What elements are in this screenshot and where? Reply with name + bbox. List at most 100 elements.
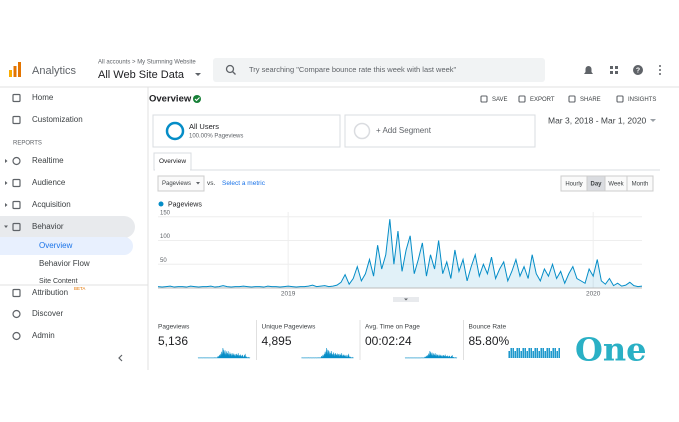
action-button[interactable]: INSIGHTS: [628, 97, 656, 103]
segment-detail: 100.00% Pageviews: [189, 134, 243, 140]
sparkline-bar: [554, 348, 556, 358]
dropdown-arrow: [196, 182, 200, 185]
nav-subitem[interactable]: Overview: [39, 241, 73, 250]
sparkline-bar: [534, 348, 536, 358]
nav-active-item: [0, 237, 133, 255]
add-segment[interactable]: + Add Segment: [376, 126, 432, 135]
actions: SAVE EXPORT SHARE INSIGHTS: [480, 95, 656, 103]
legend-label: Pageviews: [168, 201, 202, 208]
nav-icon: [12, 178, 21, 188]
nav-item[interactable]: Admin: [32, 331, 55, 340]
dropdown-arrow: [650, 119, 656, 122]
expand-arrow[interactable]: [4, 225, 8, 229]
sparkline-bar: [538, 351, 540, 358]
nav-subitem[interactable]: Site Content: [39, 278, 78, 285]
chart: Pageviews 50 100 150 2019 2020: [157, 201, 643, 302]
granularity-buttons: Hourly Day Week Month: [560, 175, 654, 192]
sparkline-bar: [532, 351, 534, 358]
expand-arrow[interactable]: [5, 181, 8, 185]
status-check: [193, 95, 201, 103]
segment-card[interactable]: [152, 114, 341, 148]
metric-value: 4,895: [262, 334, 292, 348]
sparkline-bar: [528, 348, 530, 358]
watermark: One: [575, 331, 647, 369]
sparkline-bar: [510, 348, 512, 358]
help-icon-glyph: ?: [636, 67, 640, 74]
sparkline-bar: [542, 348, 544, 358]
metric-dropdown-label: Pageviews: [162, 181, 191, 187]
nav-item[interactable]: Home: [32, 93, 54, 102]
nav-icon: [12, 222, 21, 232]
nav-icon: [12, 200, 21, 210]
nav-item[interactable]: Realtime: [32, 156, 64, 165]
sparkline: [301, 347, 354, 359]
breadcrumb[interactable]: All accounts > My Sturnning Website: [98, 60, 196, 66]
granularity-label: Day: [590, 182, 602, 188]
search-icon: [225, 64, 235, 74]
action-icon: [480, 95, 488, 103]
more-icon[interactable]: [659, 65, 661, 75]
expand-arrow[interactable]: [5, 203, 8, 207]
help-icon[interactable]: [633, 65, 643, 75]
add-segment-card[interactable]: [344, 114, 536, 148]
segment-icon: [165, 121, 185, 141]
metric-label: Pageviews: [158, 324, 190, 331]
nav-item[interactable]: Acquisition: [32, 200, 71, 209]
action-button[interactable]: SHARE: [580, 97, 601, 103]
segment-name: All Users: [189, 122, 219, 131]
action-icon: [616, 95, 624, 103]
search-placeholder: Try searching "Compare bounce rate this …: [249, 65, 457, 74]
search-box[interactable]: [213, 58, 545, 82]
page-title: Overview: [149, 94, 192, 105]
metric-label: Bounce Rate: [469, 324, 507, 331]
action-button[interactable]: SAVE: [492, 97, 508, 103]
apps-icon[interactable]: [610, 66, 618, 74]
property-selector[interactable]: All Web Site Data: [98, 69, 185, 81]
sparkline-bar: [514, 351, 516, 358]
sparkline-bar: [540, 348, 542, 358]
nav-item[interactable]: Behavior: [32, 222, 64, 231]
metric-label: Avg. Time on Page: [365, 324, 420, 331]
action-button[interactable]: EXPORT: [530, 97, 555, 103]
nav-icon: [12, 309, 21, 319]
logo-bar: [9, 70, 12, 77]
nav-item[interactable]: Customization: [32, 115, 83, 124]
badge: BETA: [74, 286, 85, 291]
search-icon: [232, 71, 236, 75]
dropdown-arrow: [195, 73, 201, 76]
add-segment-icon: [353, 122, 371, 140]
nav-icon: [12, 115, 21, 125]
series-line: [157, 219, 643, 288]
tab-label[interactable]: Overview: [159, 158, 186, 165]
nav-item[interactable]: Audience: [32, 178, 66, 187]
metric-value: 00:02:24: [365, 334, 412, 348]
sparkline-bar: [544, 351, 546, 358]
nav-item[interactable]: Discover: [32, 309, 63, 318]
sparkline-bar: [556, 351, 558, 358]
scroll-handle-arrow: [404, 298, 408, 301]
date-range[interactable]: Mar 3, 2018 - Mar 1, 2020: [548, 115, 647, 125]
nav-item[interactable]: Attribution: [32, 288, 68, 297]
sparkline: [197, 347, 251, 359]
notifications-icon[interactable]: [584, 66, 593, 74]
sidebar: Home Customization REPORTS Realtime Audience…: [0, 93, 148, 362]
select-metric[interactable]: Select a metric: [222, 180, 266, 187]
product-name: Analytics: [32, 65, 77, 77]
sparkline-bar: [522, 348, 524, 358]
section-label: REPORTS: [13, 141, 42, 147]
sparkline-bar: [530, 348, 532, 358]
metric-dropdown[interactable]: [157, 175, 205, 192]
collapse-button[interactable]: [118, 354, 123, 362]
sparkline-bar: [526, 351, 528, 358]
granularity-label: Week: [608, 182, 624, 188]
nav-subitem[interactable]: Behavior Flow: [39, 259, 90, 268]
x-tick-label: 2019: [281, 291, 296, 298]
x-tick-label: 2020: [586, 291, 601, 298]
expand-arrow[interactable]: [5, 159, 8, 163]
sparkline-bar: [552, 348, 554, 358]
sparkline-bar: [536, 348, 538, 358]
sparkline: [404, 350, 458, 359]
granularity-button[interactable]: [626, 175, 654, 192]
metric-value: 85.80%: [469, 334, 510, 348]
sparkline-bar: [516, 348, 518, 358]
